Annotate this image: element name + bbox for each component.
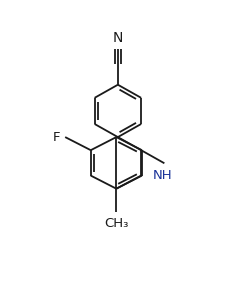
Text: NH: NH xyxy=(152,169,172,182)
Text: N: N xyxy=(112,32,123,45)
Text: CH₃: CH₃ xyxy=(104,217,128,230)
Text: F: F xyxy=(53,131,60,144)
